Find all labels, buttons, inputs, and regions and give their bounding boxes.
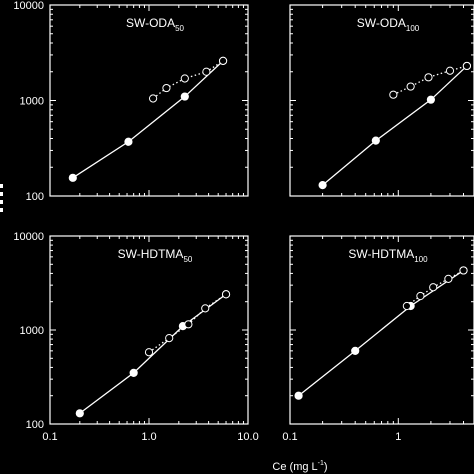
panel-frame [289,4,474,197]
data-point-filled [124,137,133,146]
data-point-open [184,320,193,329]
panel-title: SW-ODA50 [126,16,185,33]
panel-frame [49,4,249,197]
data-point-open [429,283,438,292]
x-tick-label: 10.0 [237,431,258,443]
panel-title: SW-HDTMA50 [118,247,193,264]
y-tick-label: 100 [26,419,44,431]
series-line-solid [322,65,468,186]
y-tick-label: 10000 [13,0,44,12]
data-point-filled [180,92,189,101]
x-tick-label: 0.1 [282,431,297,443]
data-point-open [459,266,468,275]
data-point-filled [426,95,436,104]
data-point-open [462,61,472,71]
data-point-open [445,66,455,75]
y-axis-title-fragment [0,208,3,212]
data-point-open [218,56,228,65]
x-tick-label: 1 [395,431,401,443]
series-line-dotted [393,65,468,96]
y-axis-title-fragment [0,192,3,196]
y-tick-label: 1000 [20,325,44,337]
data-point-open [424,73,433,82]
data-point-filled [351,346,360,355]
panel-frame [49,235,249,425]
data-point-filled [75,409,84,418]
data-point-open [402,301,411,311]
data-point-open [144,348,154,357]
panel-1: 10000 1000 100 SW-ODA50 [13,0,249,203]
data-point-open [221,290,231,299]
data-point-open [416,291,425,301]
y-axis-title-fragment [0,184,3,188]
data-point-open [180,74,189,83]
x-tick-label: 1.0 [141,431,156,443]
data-point-open [162,83,171,93]
data-point-open [406,82,415,91]
data-point-filled [68,173,77,182]
data-point-filled [371,136,380,145]
data-point-open [201,304,210,313]
data-point-filled [318,181,327,190]
data-point-open [202,67,211,76]
y-tick-label: 100 [26,191,44,203]
x-tick-label: 0.1 [42,431,57,443]
y-axis-title-fragment [0,200,3,204]
x-axis-title: Ce (mg L-1) [272,460,327,473]
panel-4: 0.1 1 SW-HDTMA100 [282,235,474,443]
y-tick-label: 1000 [20,96,44,108]
panel-3: 10000 1000 1000.1 1.0 10.0 SW-HDTMA50 [13,231,258,443]
series-line-solid [72,60,224,179]
y-tick-label: 10000 [13,231,44,243]
data-point-open [148,94,158,103]
data-point-open [165,334,174,343]
panel-2: SW-ODA100 [289,4,474,197]
data-point-filled [294,391,303,400]
data-point-open [444,274,453,283]
panel-title: SW-ODA100 [357,16,420,33]
panel-title: SW-HDTMA100 [348,247,428,264]
data-point-open [389,90,398,99]
data-point-filled [129,368,138,377]
